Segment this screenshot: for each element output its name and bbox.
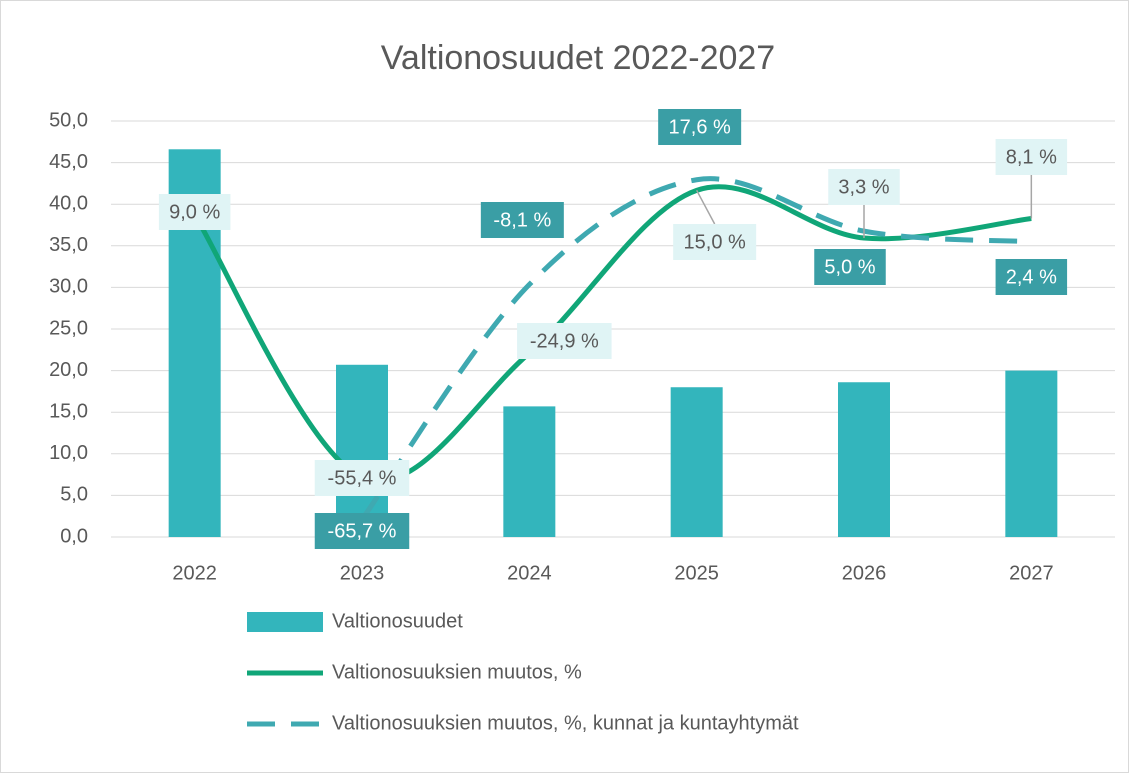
line [192,184,1032,484]
legend-label: Valtionosuudet [332,610,463,632]
data-label-box [517,323,612,359]
y-tick-label: 50,0 [49,109,88,131]
legend-swatch [247,612,323,632]
y-tick-label: 40,0 [49,192,88,214]
y-tick-label: 25,0 [49,317,88,339]
y-tick-label: 0,0 [60,525,88,547]
data-label: 17,6 % [669,116,731,138]
data-label-box [480,202,564,238]
y-tick-label: 30,0 [49,276,88,298]
bar [336,364,388,537]
data-label-box [814,249,886,285]
data-label: -24,9 % [530,330,599,352]
bar [1005,370,1058,537]
y-tick-label: 20,0 [49,359,88,381]
x-tick-label: 2023 [340,562,385,584]
data-label-box [995,139,1068,175]
y-tick-label: 5,0 [60,484,88,506]
data-label: 15,0 % [684,231,746,253]
data-label-box [995,259,1068,295]
data-label-box [314,513,410,549]
data-label-box [658,109,742,145]
bar [838,382,890,537]
leader-line [696,189,716,225]
legend-label: Valtionosuuksien muutos, % [332,661,582,683]
data-label: -8,1 % [493,209,551,231]
data-label-box [828,169,900,205]
data-label: -65,7 % [328,520,397,542]
x-tick-label: 2022 [172,562,217,584]
x-tick-label: 2026 [842,562,887,584]
data-label: 2,4 % [1006,266,1057,288]
y-tick-label: 10,0 [49,442,88,464]
y-tick-label: 45,0 [49,151,88,173]
data-label: 3,3 % [838,176,889,198]
legend-label: Valtionosuuksien muutos, %, kunnat ja ku… [332,712,799,734]
bar [670,387,723,537]
chart-title: Valtionosuudet 2022-2027 [381,39,775,77]
data-label: 5,0 % [824,256,875,278]
data-label: 8,1 % [1006,146,1057,168]
line [359,176,1032,521]
x-tick-label: 2025 [674,562,719,584]
x-tick-label: 2027 [1009,562,1054,584]
data-label-box [158,194,231,230]
x-tick-label: 2024 [507,562,552,584]
y-tick-label: 15,0 [49,400,88,422]
bar [503,406,556,537]
data-label-box [673,224,757,260]
data-label-box [314,460,410,496]
data-label: -55,4 % [328,467,397,489]
y-tick-label: 35,0 [49,234,88,256]
data-label: 9,0 % [169,201,220,223]
